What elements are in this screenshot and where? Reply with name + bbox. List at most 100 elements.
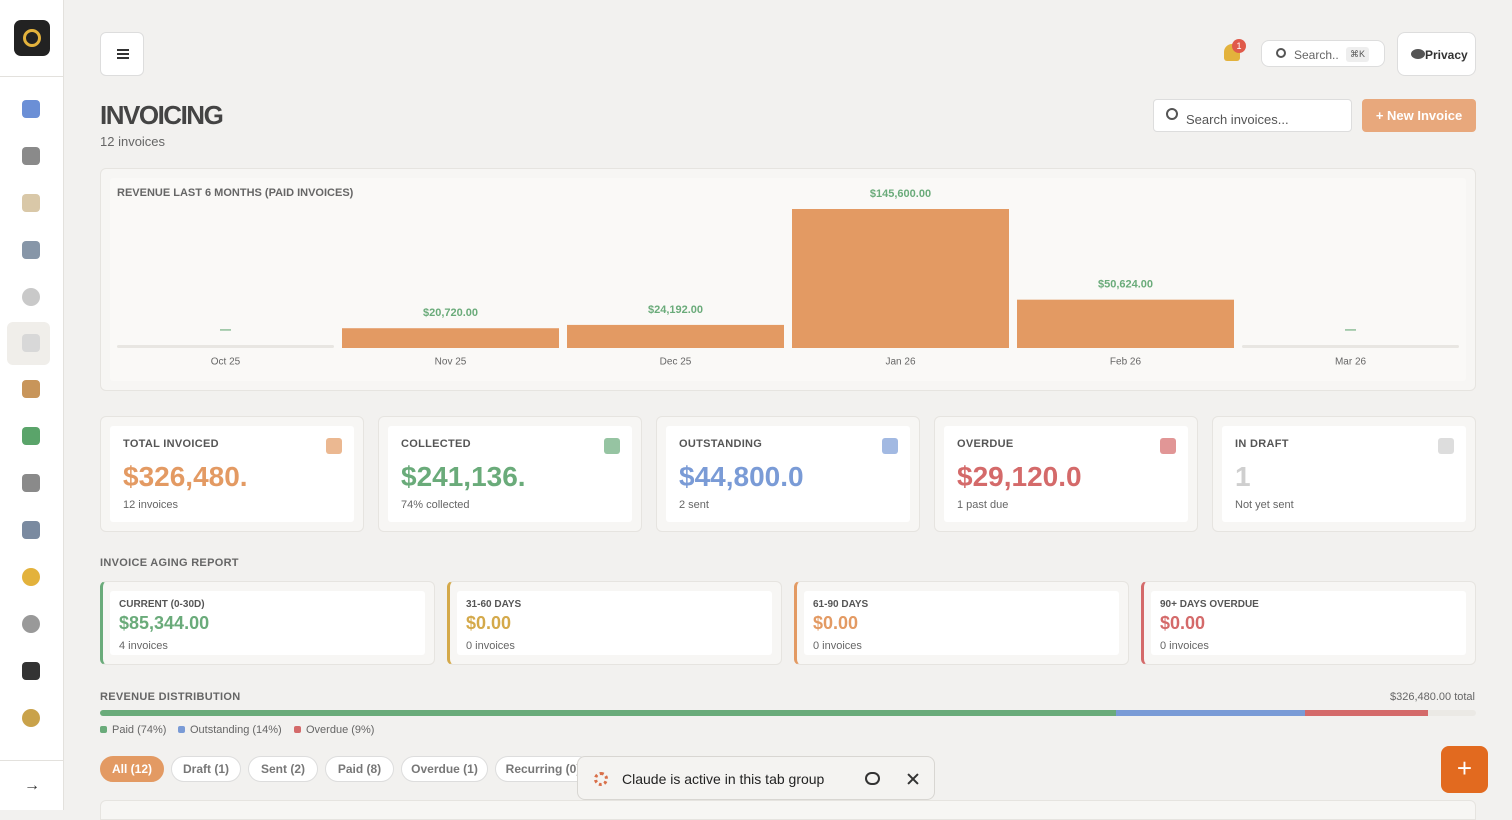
filter-tab[interactable]: Recurring (0) [495,756,591,782]
chart-panel: REVENUE LAST 6 MONTHS (PAID INVOICES) — O… [110,178,1466,381]
nav-icon[interactable] [22,474,40,492]
menu-icon [117,49,129,51]
nav-icon[interactable] [22,334,40,352]
legend-swatch [178,726,185,733]
search-icon [1166,108,1178,120]
stat-card: OUTSTANDING $44,800.00 2 sent [656,416,920,532]
x-tick-label: Oct 25 [211,357,241,368]
page-title: INVOICING [100,100,224,130]
stat-card: COLLECTED $241,136.00 74% collected [378,416,642,532]
bar [567,324,784,348]
new-invoice-button[interactable]: + New Invoice [1362,99,1476,132]
fab-button[interactable]: + [1441,746,1488,793]
aging-title: 61-90 DAYS [813,599,869,610]
shortcut-key: ⌘K [1346,47,1370,62]
nav-icon[interactable] [22,100,40,118]
stat-panel: COLLECTED $241,136.00 74% collected [388,426,632,522]
stat-value: $44,800.00 [679,461,804,492]
claude-icon [594,772,608,786]
stat-panel: IN DRAFT 1 Not yet sent [1222,426,1466,522]
total-suffix: total [1454,691,1475,703]
total-amount: $326,480.00 [1389,691,1452,703]
chat-button[interactable] [865,772,880,785]
aging-panel: 90+ DAYS OVERDUE $0.00 0 invoices [1151,591,1466,655]
nav-icon[interactable] [22,615,40,633]
logo-mark [23,29,41,47]
stat-note: 12 invoices [123,499,179,511]
aging-count: 0 invoices [813,640,862,652]
stat-panel: OVERDUE $29,120.00 1 past due [944,426,1188,522]
bar [342,328,559,348]
x-tick-label: Jan 26 [885,357,915,368]
legend-label: Outstanding (14%) [190,724,282,736]
value-label: $50,624.00 [1098,279,1153,291]
nav-icon[interactable] [22,662,40,680]
privacy-button[interactable]: Privacy [1397,32,1476,76]
stat-card: IN DRAFT 1 Not yet sent [1212,416,1476,532]
x-tick-label: Nov 25 [435,357,467,368]
distribution-segment [1305,710,1428,716]
nav-icon[interactable] [22,380,40,398]
filter-tab[interactable]: All (12) [100,756,164,782]
stat-card: OVERDUE $29,120.00 1 past due [934,416,1198,532]
section-title: INVOICE AGING REPORT [100,557,239,569]
nav-icon[interactable] [22,288,40,306]
nav-icon[interactable] [22,427,40,445]
aging-card: CURRENT (0-30D) $85,344.00 4 invoices [100,581,435,665]
aging-title: 31-60 DAYS [466,599,522,610]
aging-title: 90+ DAYS OVERDUE [1160,599,1259,610]
sidebar: → [0,0,64,810]
stat-value: 1 [1235,461,1251,492]
nav-icon[interactable] [22,241,40,259]
stat-icon [1160,438,1176,454]
stat-icon [882,438,898,454]
filter-tab[interactable]: Sent (2) [248,756,318,782]
overlay-message: Claude is active in this tab group [622,771,825,787]
distribution-segment [100,710,1117,716]
stat-note: Not yet sent [1235,499,1294,511]
invoice-search[interactable]: Search invoices... [1153,99,1352,132]
nav-icon[interactable] [22,709,40,727]
stat-title: IN DRAFT [1235,438,1289,450]
legend-swatch [100,726,107,733]
stat-note: 1 past due [957,499,1009,511]
menu-button[interactable] [100,32,144,76]
aging-amount: $0.00 [466,613,512,633]
divider [0,76,64,77]
stat-value: $241,136.00 [401,461,526,492]
aging-panel: CURRENT (0-30D) $85,344.00 4 invoices [110,591,425,655]
filter-tab[interactable]: Draft (1) [171,756,241,782]
stat-icon [1438,438,1454,454]
stat-icon [604,438,620,454]
empty-track [1242,345,1459,348]
privacy-label: Privacy [1425,48,1468,62]
global-search[interactable]: Search.. ⌘K [1261,40,1385,67]
bar [1017,299,1234,348]
collapse-button[interactable]: → [24,777,40,794]
filter-tab[interactable]: Paid (8) [325,756,394,782]
nav-icon[interactable] [22,568,40,586]
stat-note: 2 sent [679,499,709,511]
stat-title: OVERDUE [957,438,1014,450]
filter-tab[interactable]: Overdue (1) [401,756,488,782]
section-title: REVENUE DISTRIBUTION [100,691,241,703]
nav-icon[interactable] [22,147,40,165]
nav-icon[interactable] [22,521,40,539]
legend-label: Overdue (9%) [306,724,375,736]
x-tick-label: Dec 25 [660,357,692,368]
stat-title: OUTSTANDING [679,438,763,450]
logo[interactable] [14,20,50,56]
stat-value: $326,480.00 [123,461,248,492]
aging-card: 31-60 DAYS $0.00 0 invoices [447,581,782,665]
stat-panel: TOTAL INVOICED $326,480.00 12 invoices [110,426,354,522]
distribution-bar [100,710,1476,716]
stat-title: COLLECTED [401,438,471,450]
distribution-segment [1116,710,1306,716]
value-label: — [220,324,231,336]
aging-amount: $0.00 [813,613,859,633]
nav-icon[interactable] [22,194,40,212]
chart: REVENUE LAST 6 MONTHS (PAID INVOICES) — O… [117,187,1459,368]
invoice-table [100,800,1476,820]
notification-badge: 1 [1232,39,1246,53]
